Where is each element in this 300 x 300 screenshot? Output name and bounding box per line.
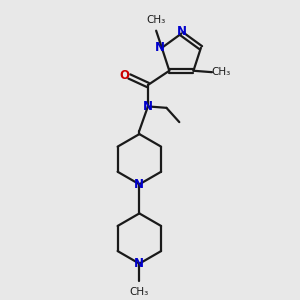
Text: O: O — [119, 68, 129, 82]
Text: CH₃: CH₃ — [130, 287, 149, 297]
Text: N: N — [176, 25, 186, 38]
Text: N: N — [154, 41, 165, 54]
Text: CH₃: CH₃ — [211, 67, 230, 77]
Text: CH₃: CH₃ — [146, 15, 166, 25]
Text: N: N — [134, 178, 144, 191]
Text: N: N — [143, 100, 153, 113]
Text: N: N — [134, 257, 144, 270]
